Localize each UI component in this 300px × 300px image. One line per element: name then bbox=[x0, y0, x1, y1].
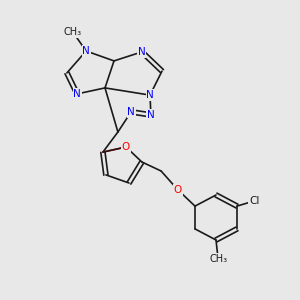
Text: CH₃: CH₃ bbox=[209, 254, 227, 264]
Text: N: N bbox=[147, 110, 155, 120]
Text: N: N bbox=[82, 46, 90, 56]
Text: N: N bbox=[138, 47, 146, 57]
Text: CH₃: CH₃ bbox=[64, 27, 82, 37]
Text: O: O bbox=[122, 142, 130, 152]
Text: O: O bbox=[174, 185, 182, 195]
Text: N: N bbox=[73, 89, 81, 99]
Text: N: N bbox=[127, 107, 135, 117]
Text: N: N bbox=[146, 90, 154, 100]
Text: Cl: Cl bbox=[249, 196, 259, 206]
